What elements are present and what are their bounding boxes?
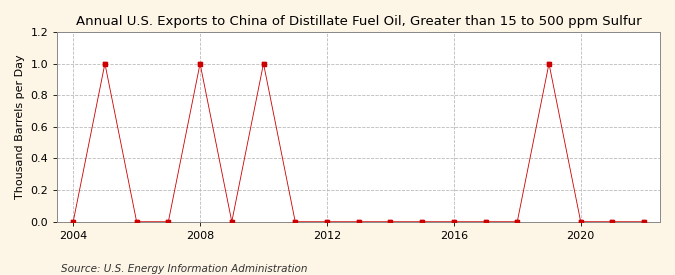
Point xyxy=(448,219,459,224)
Point xyxy=(416,219,427,224)
Point xyxy=(639,219,649,224)
Point xyxy=(512,219,522,224)
Point xyxy=(575,219,586,224)
Point xyxy=(290,219,300,224)
Point xyxy=(258,61,269,66)
Title: Annual U.S. Exports to China of Distillate Fuel Oil, Greater than 15 to 500 ppm : Annual U.S. Exports to China of Distilla… xyxy=(76,15,641,28)
Point xyxy=(68,219,78,224)
Point xyxy=(226,219,237,224)
Text: Source: U.S. Energy Information Administration: Source: U.S. Energy Information Administ… xyxy=(61,264,307,274)
Point xyxy=(99,61,110,66)
Point xyxy=(163,219,173,224)
Point xyxy=(543,61,554,66)
Point xyxy=(480,219,491,224)
Point xyxy=(194,61,205,66)
Point xyxy=(353,219,364,224)
Point xyxy=(385,219,396,224)
Point xyxy=(131,219,142,224)
Point xyxy=(607,219,618,224)
Y-axis label: Thousand Barrels per Day: Thousand Barrels per Day xyxy=(15,54,25,199)
Point xyxy=(321,219,332,224)
